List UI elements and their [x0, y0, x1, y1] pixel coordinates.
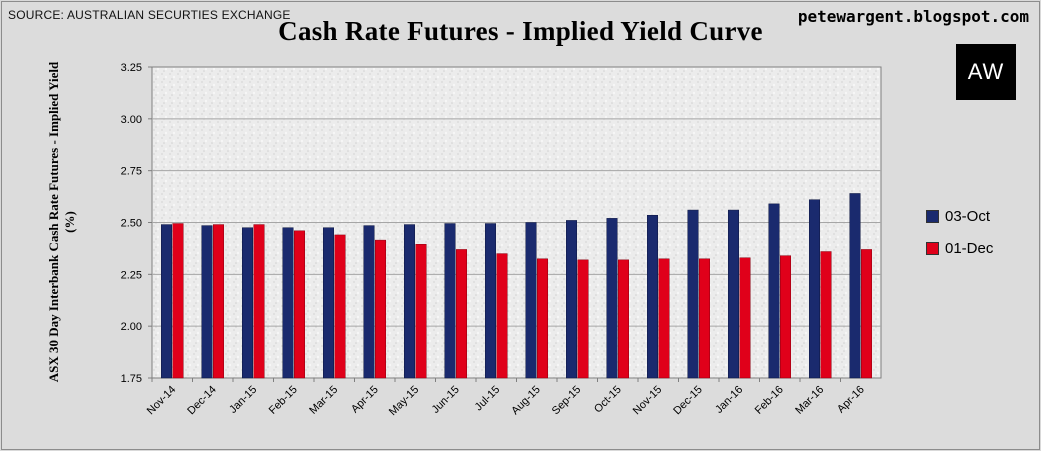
bar-series2	[294, 230, 305, 379]
bar-series2	[537, 258, 548, 379]
bar-series2	[699, 258, 710, 379]
bar-series1	[687, 209, 699, 379]
legend-label-series1: 03-Oct	[945, 207, 991, 225]
legend: 03-Oct 01-Dec	[926, 200, 993, 264]
x-tick-label: Jun-15	[430, 384, 462, 416]
bar-series1	[161, 224, 172, 379]
x-tick-label: Dec-14	[185, 384, 219, 418]
bar-series1	[768, 203, 780, 379]
x-tick-label: Nov-14	[145, 384, 179, 418]
bar-series1	[323, 227, 334, 379]
bar-series1	[282, 227, 294, 379]
x-tick-label: Sep-15	[550, 384, 584, 418]
x-tick-label: Apr-15	[349, 384, 381, 416]
bar-series2	[415, 244, 427, 379]
bar-series1	[404, 224, 415, 379]
legend-label-series2: 01-Dec	[945, 239, 994, 257]
bar-series2	[172, 223, 184, 379]
bar-series2	[577, 259, 589, 379]
x-tick-label: Dec-15	[671, 384, 705, 418]
bar-series1	[444, 223, 456, 379]
x-tick-label: Aug-15	[509, 384, 543, 418]
bar-series2	[456, 249, 467, 379]
bar-series1	[201, 225, 213, 379]
chart-title: Cash Rate Futures - Implied Yield Curve	[278, 16, 763, 46]
bar-series1	[525, 222, 537, 379]
legend-item-series2: 01-Dec	[926, 232, 993, 264]
x-tick-label: May-15	[387, 384, 421, 418]
x-tick-label: Apr-16	[835, 384, 867, 416]
bar-series2	[618, 259, 629, 379]
legend-item-series1: 03-Oct	[926, 200, 993, 232]
y-tick-label: 3.00	[121, 114, 142, 126]
bar-series2	[213, 224, 224, 379]
bar-series1	[849, 193, 861, 379]
bar-series2	[861, 249, 872, 379]
y-tick-label: 2.25	[121, 269, 142, 281]
bar-series2	[334, 234, 346, 379]
bar-series2	[820, 251, 832, 379]
bar-series2	[739, 257, 751, 379]
bar-series1	[242, 227, 253, 379]
bar-series1	[363, 225, 375, 379]
bar-series1	[647, 214, 658, 379]
bar-series1	[728, 209, 739, 379]
x-tick-label: Oct-15	[592, 384, 624, 416]
aw-logo: AW	[956, 44, 1016, 100]
bar-series1	[566, 220, 577, 379]
blog-url: petewargent.blogspot.com	[797, 7, 1029, 26]
x-tick-label: Nov-15	[631, 384, 665, 418]
y-tick-label: 2.50	[121, 218, 142, 230]
y-tick-label: 2.00	[121, 321, 142, 333]
bar-series2	[658, 258, 670, 379]
x-tick-label: Jul-15	[473, 384, 503, 414]
bar-series1	[809, 199, 820, 379]
bar-series2	[253, 224, 265, 379]
x-tick-label: Feb-16	[753, 384, 786, 417]
y-tick-label: 2.75	[121, 166, 142, 178]
x-tick-label: Jan-16	[713, 384, 745, 416]
bar-series1	[485, 223, 496, 379]
x-tick-label: Feb-15	[267, 384, 300, 417]
bar-series1	[606, 218, 618, 379]
x-tick-label: Mar-15	[307, 384, 340, 417]
bar-series2	[780, 255, 791, 379]
x-tick-label: Jan-15	[227, 384, 259, 416]
legend-swatch-series2	[926, 241, 939, 255]
bar-series2	[496, 253, 508, 379]
bar-series2	[375, 239, 386, 379]
legend-swatch-series1	[926, 209, 939, 223]
source-label: SOURCE: AUSTRALIAN SECURTIES EXCHANGE	[8, 8, 291, 22]
y-tick-label: 3.25	[121, 62, 142, 74]
x-tick-label: Mar-16	[793, 384, 826, 417]
y-tick-label: 1.75	[121, 373, 142, 385]
